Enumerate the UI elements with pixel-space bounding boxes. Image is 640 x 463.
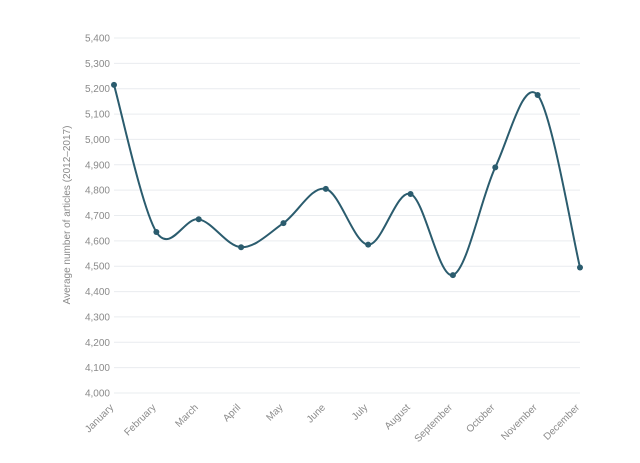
markers-layer [111, 81, 583, 279]
y-tick-label: 4,400 [85, 287, 110, 298]
data-point[interactable] [111, 81, 117, 88]
data-point[interactable] [280, 220, 287, 227]
x-tick-label: February [122, 402, 158, 438]
x-axis-ticks: January February March April May June July Augu… [83, 402, 582, 445]
x-tick-label: May [264, 402, 285, 423]
y-tick-label: 4,100 [85, 363, 110, 374]
gridlines [114, 37, 580, 394]
y-tick-label: 5,100 [85, 110, 110, 121]
data-point[interactable] [322, 185, 329, 192]
y-tick-label: 4,900 [85, 160, 110, 171]
x-tick-label: July [350, 402, 370, 422]
data-point[interactable] [365, 241, 372, 248]
data-point[interactable] [449, 272, 456, 279]
data-point[interactable] [153, 228, 160, 235]
x-tick-label: December [542, 402, 583, 443]
y-tick-label: 5,400 [85, 34, 110, 45]
x-tick-label: January [83, 402, 116, 435]
data-point[interactable] [238, 244, 245, 251]
series-line [113, 84, 581, 277]
x-tick-label: August [383, 402, 413, 432]
y-tick-label: 5,200 [85, 84, 110, 95]
x-tick-label: April [221, 402, 243, 424]
series-layer [113, 84, 581, 277]
y-tick-label: 4,600 [85, 236, 110, 247]
y-tick-label: 5,300 [85, 59, 110, 70]
x-tick-label: June [305, 402, 328, 425]
y-axis-title: Average number of articles (2012–2017) [62, 126, 73, 305]
y-axis-ticks: 4,000 4,100 4,200 4,300 4,400 4,500 4,600 4,700… [85, 34, 110, 400]
x-tick-label: October [464, 402, 497, 435]
y-tick-label: 4,500 [85, 262, 110, 273]
y-tick-label: 5,000 [85, 135, 110, 146]
data-point[interactable] [492, 164, 499, 171]
data-point[interactable] [577, 264, 583, 271]
x-tick-label: November [499, 402, 540, 443]
x-tick-label: March [173, 402, 200, 429]
x-tick-label: September [413, 402, 456, 445]
data-point[interactable] [195, 216, 202, 223]
data-point[interactable] [534, 92, 541, 99]
y-tick-label: 4,200 [85, 338, 110, 349]
data-point[interactable] [407, 190, 414, 197]
y-tick-label: 4,000 [85, 389, 110, 400]
y-tick-label: 4,800 [85, 186, 110, 197]
y-tick-label: 4,300 [85, 312, 110, 323]
y-tick-label: 4,700 [85, 211, 110, 222]
